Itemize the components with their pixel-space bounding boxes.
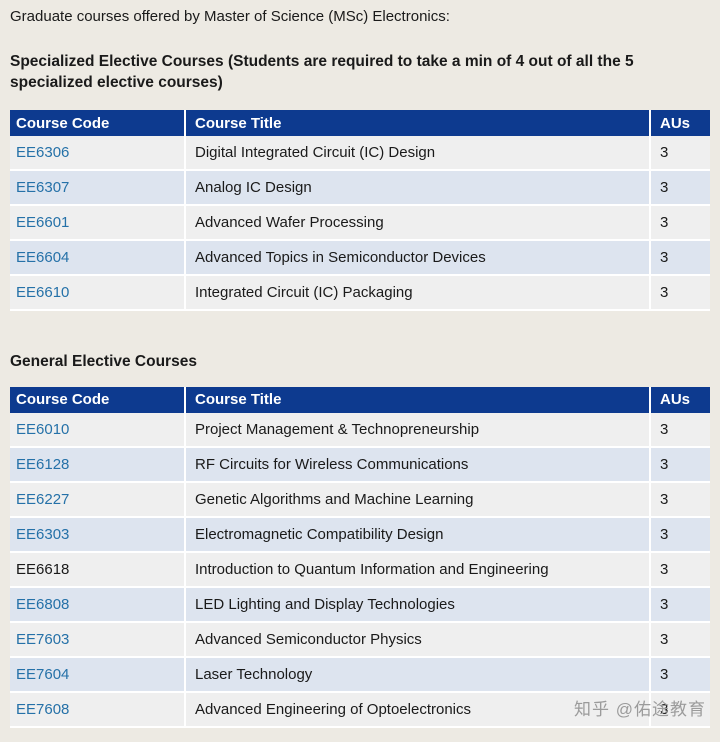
course-title: Digital Integrated Circuit (IC) Design [186, 136, 651, 172]
course-title: Analog IC Design [186, 171, 651, 207]
course-aus: 3 [651, 171, 710, 207]
table-header-row: Course Code Course Title AUs [10, 110, 710, 137]
table-row: EE6601 Advanced Wafer Processing 3 [10, 206, 710, 242]
table-row: EE6808 LED Lighting and Display Technolog… [10, 587, 710, 623]
table-row: EE6604 Advanced Topics in Semiconductor D… [10, 241, 710, 277]
course-title: Genetic Algorithms and Machine Learning [186, 482, 651, 518]
course-code-link[interactable]: EE6010 [16, 420, 70, 438]
course-code-cell: EE6128 [10, 447, 186, 483]
table-header-row: Course Code Course Title AUs [10, 386, 710, 413]
course-code-cell: EE6601 [10, 206, 186, 242]
course-title: RF Circuits for Wireless Communications [186, 447, 651, 483]
section-heading-general: General Elective Courses [10, 353, 197, 371]
course-code-cell: EE7603 [10, 622, 186, 658]
section-heading-specialized: Specialized Elective Courses (Students a… [10, 52, 634, 92]
course-code-link[interactable]: EE6307 [16, 179, 70, 197]
course-code-link[interactable]: EE6306 [16, 144, 70, 162]
course-aus: 3 [651, 622, 710, 658]
course-code-cell: EE7604 [10, 657, 186, 693]
table-row: EE7603 Advanced Semiconductor Physics 3 [10, 622, 710, 658]
course-aus: 3 [651, 517, 710, 553]
course-title: Advanced Engineering of Optoelectronics [186, 692, 651, 728]
course-code-cell: EE6618 [10, 552, 186, 588]
course-code-link[interactable]: EE7608 [16, 700, 70, 718]
course-aus: 3 [651, 692, 710, 728]
course-title: Laser Technology [186, 657, 651, 693]
table-row: EE6010 Project Management & Technopreneur… [10, 412, 710, 448]
table-row: EE6306 Digital Integrated Circuit (IC) De… [10, 136, 710, 172]
course-code-cell: EE6303 [10, 517, 186, 553]
course-title: Advanced Topics in Semiconductor Devices [186, 241, 651, 277]
general-electives-table: Course Code Course Title AUs EE6010 Project… [10, 386, 710, 728]
column-header-course-code: Course Code [10, 110, 186, 137]
course-code-cell: EE6604 [10, 241, 186, 277]
course-code-cell: EE6227 [10, 482, 186, 518]
course-code-link[interactable]: EE6604 [16, 249, 70, 267]
course-aus: 3 [651, 412, 710, 448]
course-title: Electromagnetic Compatibility Design [186, 517, 651, 553]
course-aus: 3 [651, 482, 710, 518]
table-row: EE6303 Electromagnetic Compatibility Desi… [10, 517, 710, 553]
specialized-electives-section: Specialized Elective Courses (Students a… [10, 51, 710, 312]
table-row: EE6128 RF Circuits for Wireless Communica… [10, 447, 710, 483]
course-code-cell: EE6808 [10, 587, 186, 623]
course-code-cell: EE6307 [10, 171, 186, 207]
column-header-course-title: Course Title [186, 110, 651, 137]
course-code-cell: EE6306 [10, 136, 186, 172]
course-aus: 3 [651, 657, 710, 693]
watermark: 知乎 @佑途教育 [574, 700, 706, 719]
course-code-text: EE6618 [16, 560, 70, 578]
course-title: Advanced Wafer Processing [186, 206, 651, 242]
course-code-link[interactable]: EE6227 [16, 490, 70, 508]
course-aus: 3 [651, 552, 710, 588]
table-row: EE6307 Analog IC Design 3 [10, 171, 710, 207]
table-row: EE6618 Introduction to Quantum Informatio… [10, 552, 710, 588]
column-header-course-title: Course Title [186, 386, 651, 413]
course-aus: 3 [651, 206, 710, 242]
course-title: Project Management & Technopreneurship [186, 412, 651, 448]
column-header-aus: AUs [651, 110, 710, 137]
intro-text: Graduate courses offered by Master of Sc… [10, 8, 450, 25]
course-aus: 3 [651, 136, 710, 172]
general-electives-section: General Elective Courses Course Code Cour… [10, 351, 710, 728]
course-code-link[interactable]: EE6808 [16, 595, 70, 613]
course-code-link[interactable]: EE6128 [16, 455, 70, 473]
course-title: Advanced Semiconductor Physics [186, 622, 651, 658]
course-title: Integrated Circuit (IC) Packaging [186, 276, 651, 312]
course-code-link[interactable]: EE6303 [16, 525, 70, 543]
column-header-course-code: Course Code [10, 386, 186, 413]
course-code-cell: EE6610 [10, 276, 186, 312]
table-row: EE6610 Integrated Circuit (IC) Packaging 3 [10, 276, 710, 312]
course-code-link[interactable]: EE6601 [16, 214, 70, 232]
course-aus: 3 [651, 587, 710, 623]
specialized-electives-table: Course Code Course Title AUs EE6306 Digital… [10, 110, 710, 312]
course-code-link[interactable]: EE6610 [16, 284, 70, 302]
table-row: EE6227 Genetic Algorithms and Machine Lea… [10, 482, 710, 518]
course-code-link[interactable]: EE7604 [16, 665, 70, 683]
course-aus: 3 [651, 447, 710, 483]
course-aus: 3 [651, 241, 710, 277]
table-row: EE7608 Advanced Engineering of Optoelectr… [10, 692, 710, 728]
column-header-aus: AUs [651, 386, 710, 413]
course-title: LED Lighting and Display Technologies [186, 587, 651, 623]
course-code-cell: EE6010 [10, 412, 186, 448]
course-code-cell: EE7608 [10, 692, 186, 728]
course-title: Introduction to Quantum Information and … [186, 552, 651, 588]
course-code-link[interactable]: EE7603 [16, 630, 70, 648]
course-aus: 3 [651, 276, 710, 312]
table-row: EE7604 Laser Technology 3 [10, 657, 710, 693]
